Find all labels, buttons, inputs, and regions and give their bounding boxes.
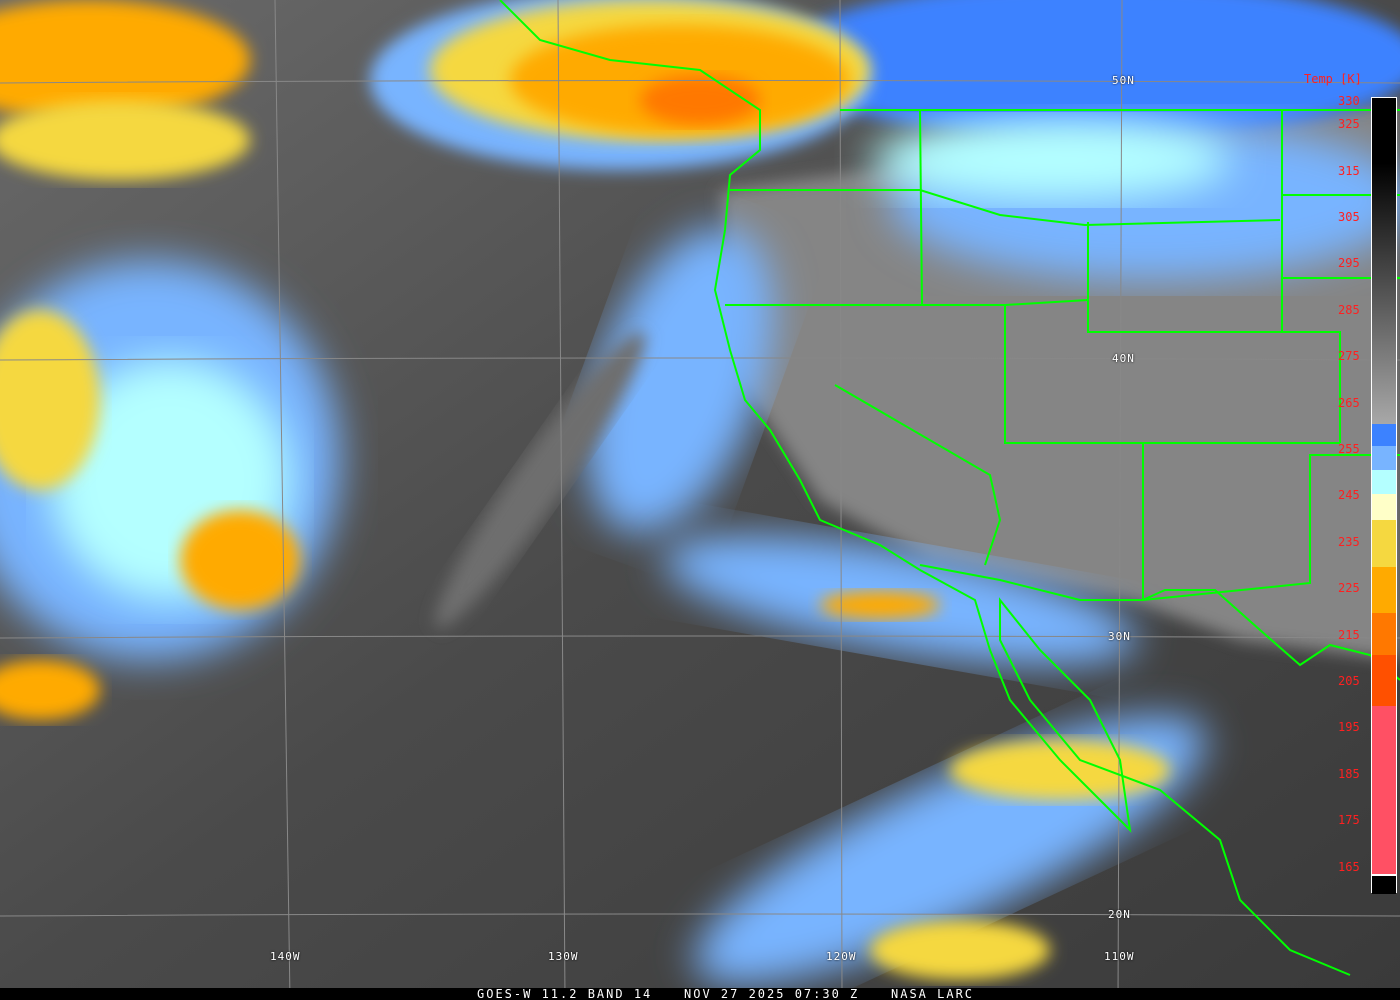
lon-label-110w: 110W (1104, 950, 1135, 963)
lat-label-40n: 40N (1112, 352, 1135, 365)
colorbar-tick-label: 195 (1338, 720, 1360, 735)
colorbar-tick-label: 285 (1338, 302, 1360, 317)
lat-label-20n: 20N (1108, 908, 1131, 921)
colorbar-title: Temp [K] (1304, 72, 1362, 86)
colorbar-orange-segment (1372, 567, 1396, 613)
colorbar-gray-segment (1372, 98, 1396, 424)
colorbar-tick-label: 330 (1338, 94, 1360, 108)
colorbar-blue-segment (1372, 424, 1396, 446)
colorbar-cyan-segment (1372, 470, 1396, 494)
caption-product: GOES-W 11.2 BAND 14 (477, 987, 653, 1000)
colorbar-tick-label: 295 (1338, 256, 1360, 271)
colorbar-tick-label: 185 (1338, 766, 1360, 781)
colorbar-tick-label: 315 (1338, 163, 1360, 178)
caption-bar: GOES-W 11.2 BAND 14 NOV 27 2025 07:30 Z … (0, 988, 1400, 1000)
colorbar-tick-label: 225 (1338, 581, 1360, 596)
lon-label-140w: 140W (270, 950, 301, 963)
colorbar-tick-label: 305 (1338, 210, 1360, 224)
colorbar-tick-label: 255 (1338, 442, 1360, 456)
colorbar-yellow-segment (1372, 520, 1396, 567)
colorbar-pale-yellow-segment (1372, 494, 1396, 520)
lat-label-30n: 30N (1108, 630, 1131, 643)
colorbar-tick-label: 325 (1338, 117, 1360, 132)
colorbar-tick-label: 265 (1338, 395, 1360, 410)
colorbar-light-blue-segment (1372, 446, 1396, 470)
colorbar-red-orange-segment (1372, 655, 1396, 706)
colorbar-pink-segment (1372, 706, 1396, 874)
political-boundaries (499, 0, 1400, 976)
colorbar-tick-label: 275 (1338, 349, 1360, 364)
caption-source: NASA LARC (891, 987, 975, 1000)
colorbar (1371, 97, 1397, 894)
colorbar-dark-orange-segment (1372, 613, 1396, 655)
colorbar-tick-label: 165 (1338, 859, 1360, 874)
colorbar-tick-label: 245 (1338, 488, 1360, 503)
lon-label-130w: 130W (548, 950, 579, 963)
lat-label-50n: 50N (1112, 74, 1135, 87)
caption-datetime: NOV 27 2025 07:30 Z (684, 987, 860, 1000)
colorbar-tick-label: 205 (1338, 674, 1360, 688)
colorbar-tick-label: 175 (1338, 813, 1360, 828)
colorbar-tick-label: 235 (1338, 534, 1360, 549)
colorbar-tick-label: 215 (1338, 627, 1360, 642)
colorbar-black-segment (1372, 874, 1396, 894)
lon-label-120w: 120W (826, 950, 857, 963)
